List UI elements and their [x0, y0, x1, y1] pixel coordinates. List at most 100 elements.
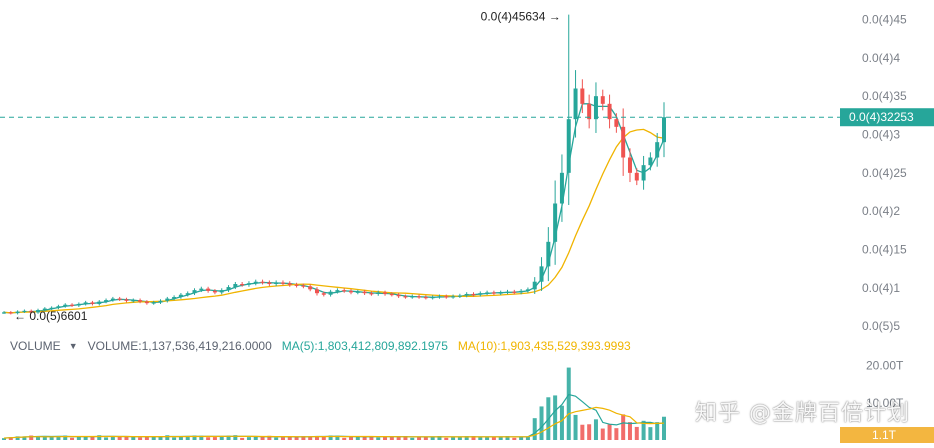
volume-bar: [90, 436, 95, 440]
candle-body: [117, 298, 122, 300]
volume-bar: [471, 436, 476, 440]
candle-body: [76, 303, 81, 306]
candle-body: [478, 293, 483, 295]
candle-body: [165, 298, 170, 301]
candle: [280, 280, 285, 286]
volume-bar: [36, 436, 41, 440]
candle: [8, 311, 13, 315]
candle: [2, 311, 6, 314]
candle-body: [199, 288, 204, 291]
candle-body: [131, 300, 136, 302]
volume-bar: [294, 436, 299, 440]
volume-bar: [56, 436, 61, 440]
volume-bar: [49, 436, 54, 440]
candle-body: [485, 292, 490, 294]
candle: [29, 309, 34, 314]
volume-bar: [131, 436, 136, 440]
volume-bar: [8, 437, 13, 440]
candle-body: [294, 284, 299, 286]
volume-bar: [165, 435, 170, 440]
volume-bar: [362, 436, 367, 440]
candle-body: [655, 142, 660, 158]
volume-bar: [83, 436, 88, 440]
candle: [437, 294, 442, 299]
candle-body: [417, 296, 422, 298]
candle-body: [301, 285, 306, 287]
candle-body: [362, 291, 367, 294]
volume-bar: [144, 436, 149, 440]
candle: [131, 298, 136, 303]
candle-body: [600, 96, 605, 104]
candle: [36, 308, 41, 314]
candle-body: [464, 293, 469, 296]
candle-body: [587, 103, 592, 120]
volume-bar: [342, 437, 347, 440]
volume-bar: [328, 435, 333, 440]
candle-body: [124, 299, 129, 301]
candle-body: [641, 165, 646, 181]
candle: [512, 289, 517, 295]
volume-bar: [151, 436, 156, 440]
volume-bar: [423, 436, 428, 440]
y-tick-label: 0.0(5)5: [862, 319, 900, 333]
candle: [355, 289, 360, 295]
volume-bar: [274, 437, 279, 440]
candle-body: [253, 281, 258, 284]
volume-bar: [437, 436, 442, 440]
volume-current-label: 1.1T: [872, 428, 897, 442]
candle: [165, 296, 170, 303]
candle: [607, 94, 612, 129]
candle: [199, 286, 204, 293]
candle-body: [29, 310, 34, 313]
candle: [614, 113, 619, 133]
candle: [274, 280, 279, 287]
candle-body: [314, 289, 319, 294]
candle: [321, 291, 326, 297]
high-price-label: 0.0(4)45634 →: [481, 10, 561, 24]
volume-title: VOLUME: [10, 339, 61, 353]
volume-bar: [519, 437, 524, 440]
volume-bar: [124, 436, 129, 440]
candle: [430, 295, 435, 300]
volume-bar: [553, 395, 558, 440]
volume-bar: [349, 437, 354, 440]
candle: [219, 288, 224, 295]
candle-body: [280, 282, 285, 284]
candle-body: [539, 266, 544, 282]
y-tick-label: 0.0(4)45: [862, 13, 907, 27]
candle-body: [559, 172, 564, 204]
candle-body: [662, 117, 666, 143]
volume-bar: [199, 435, 204, 440]
volume-bar: [505, 436, 510, 440]
candle-body: [206, 288, 211, 291]
candle: [42, 307, 47, 312]
chart-annotations: 0.0(4)45634 → ← 0.0(5)6601: [14, 10, 561, 323]
candle: [566, 14, 571, 206]
candle: [260, 279, 265, 285]
candle: [491, 290, 496, 295]
candle-body: [648, 157, 653, 166]
candle: [342, 288, 347, 293]
volume-bar: [498, 436, 503, 440]
volume-bar: [104, 437, 109, 440]
candle: [634, 168, 639, 186]
candle: [56, 304, 61, 310]
candle: [376, 290, 381, 296]
moving-average-lines: [3, 103, 665, 314]
volume-bar: [15, 436, 20, 440]
volume-value: VOLUME:1,137,536,419,216.0000: [87, 339, 272, 353]
volume-bar: [314, 436, 319, 440]
chevron-down-icon[interactable]: ▼: [68, 341, 78, 351]
y-tick-label: 0.0(4)15: [862, 243, 907, 257]
candle: [335, 288, 340, 294]
candle: [328, 289, 333, 297]
candle-body: [83, 302, 88, 304]
candle-body: [437, 296, 442, 298]
volume-bar: [287, 436, 292, 440]
candle: [151, 300, 156, 305]
candle-body: [614, 119, 619, 127]
candle: [158, 299, 163, 304]
volume-bar: [117, 436, 122, 440]
candle: [423, 295, 428, 300]
